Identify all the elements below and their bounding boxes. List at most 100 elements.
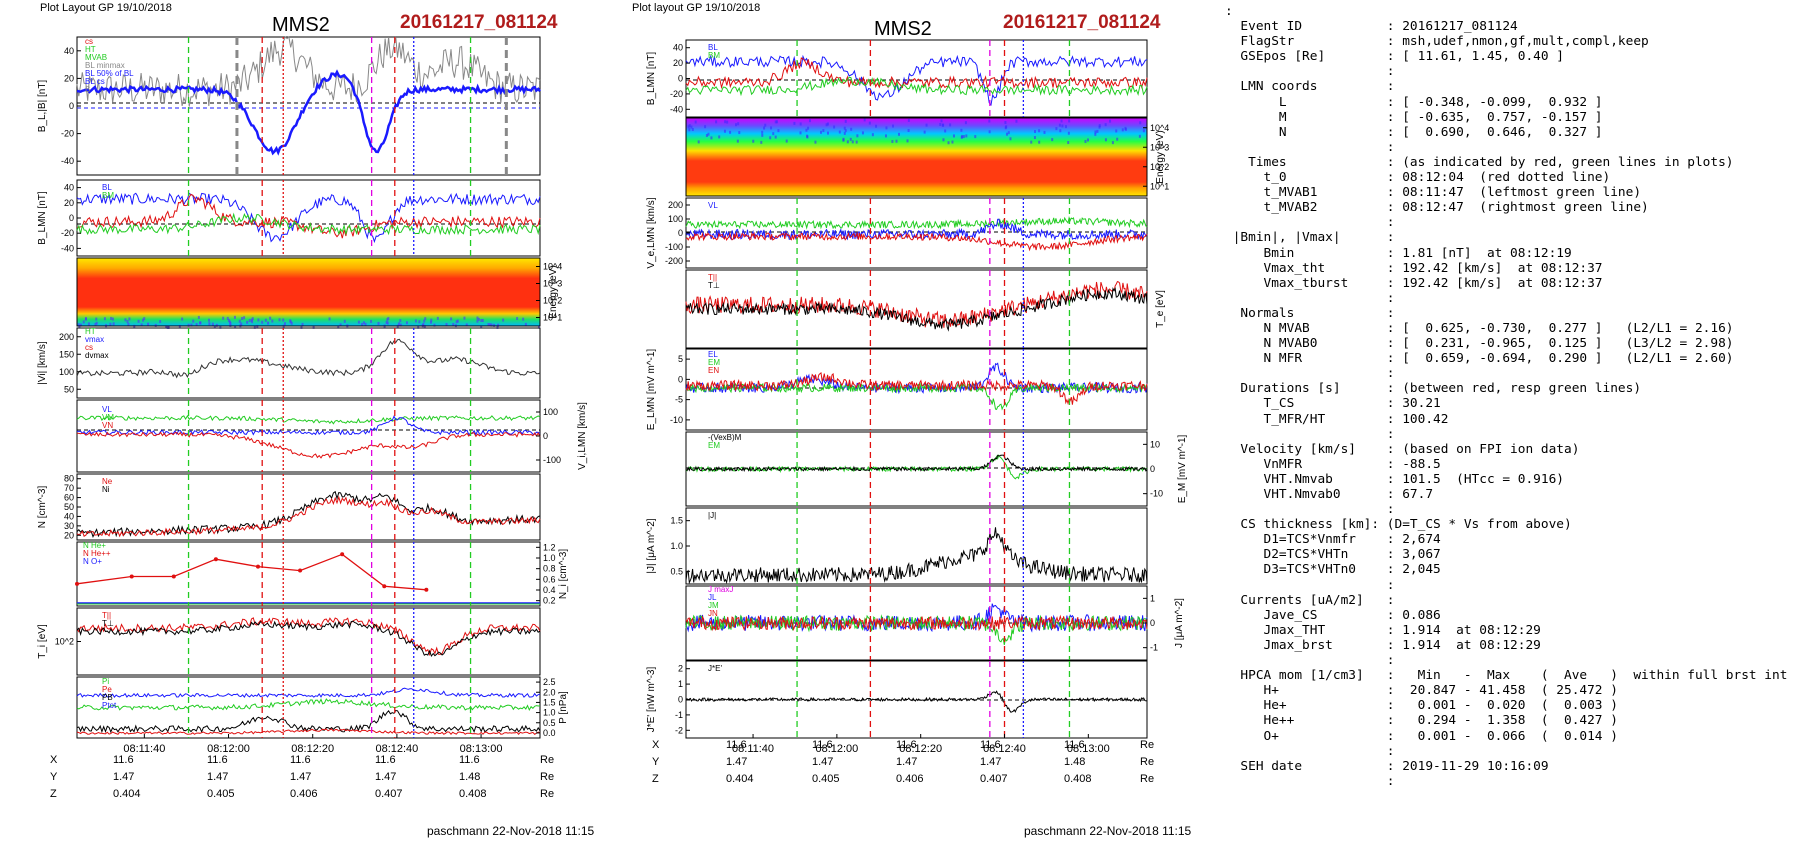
left-time-label: 08:12:40 xyxy=(375,743,418,755)
mid-electron-spec-texture xyxy=(833,125,836,129)
mid-electron-spec-texture xyxy=(724,120,727,124)
left-ion-spec-texture xyxy=(283,322,286,326)
left-ion-spec-texture xyxy=(386,321,389,325)
position-value: 11.6 xyxy=(113,754,134,766)
left-ion-spec-texture xyxy=(222,316,225,320)
info-line: D1=TCS*Vnmfr : 2,674 xyxy=(1225,532,1441,548)
mid-electron-spec-heatmap xyxy=(686,118,1147,196)
mid-electron-spec-ylabel: Energy (eV) xyxy=(1155,130,1166,183)
left-ion-spec-texture xyxy=(85,317,88,321)
mid-velmn-ytick-label: -100 xyxy=(665,242,683,252)
position-value: 0.404 xyxy=(113,788,141,800)
left-ion-spec-texture xyxy=(282,318,285,322)
position-value: 1.47 xyxy=(375,771,397,783)
left-n-ytick-label: 20 xyxy=(64,530,74,540)
middle-spacecraft-label: MMS2 xyxy=(874,18,932,40)
mid-electron-spec-texture xyxy=(892,124,895,128)
mid-je-legend-entry: J*E' xyxy=(708,664,722,673)
mid-electron-spec-texture xyxy=(1038,129,1041,133)
mid-electron-spec-texture xyxy=(805,128,808,132)
mid-electron-spec-texture xyxy=(895,139,898,143)
mid-electron-spec-texture xyxy=(825,123,828,127)
left-vi-mag-legend-entry: cs xyxy=(85,343,93,352)
mid-electron-spec-texture xyxy=(826,131,829,135)
left-ion-spec-texture xyxy=(436,316,439,320)
position-value: 1.47 xyxy=(113,771,135,783)
left-ion-spec-texture xyxy=(497,323,500,327)
mid-j-ytick-label: 1 xyxy=(1150,593,1155,603)
mid-electron-spec-texture xyxy=(1068,119,1071,123)
mid-electron-spec-texture xyxy=(850,127,853,131)
left-ion-spec-texture xyxy=(278,318,281,322)
left-ion-spec-texture xyxy=(234,325,237,329)
left-ion-spec-ytick-label: 10^1 xyxy=(543,313,562,323)
left-ion-spec-ylabel: Energy (eV) xyxy=(548,265,559,318)
left-ion-spec-texture xyxy=(215,323,218,327)
mid-velmn-frame xyxy=(685,197,1148,269)
left-bl-series xyxy=(76,69,541,156)
info-line: GSEpos [Re] : [ 11.61, 1.45, 0.40 ] xyxy=(1225,49,1564,65)
info-line: t_0 : 08:12:04 (red dotted line) xyxy=(1225,170,1611,186)
mid-electron-spec-texture xyxy=(974,135,977,139)
mid-electron-spec-texture xyxy=(1116,137,1119,141)
mid-je-ytick-label: -2 xyxy=(675,725,683,735)
position-value: 0.408 xyxy=(459,788,487,800)
mid-electron-spec-texture xyxy=(925,123,928,127)
mid-je-ytick-label: -1 xyxy=(675,710,683,720)
info-line: O+ : 0.001 - 0.066 ( 0.014 ) xyxy=(1225,728,1618,744)
left-ni-frame xyxy=(76,541,541,607)
mid-electron-spec-texture xyxy=(1086,138,1089,142)
mid-electron-spec-texture xyxy=(1055,127,1058,131)
left-vi-mag-series xyxy=(76,338,541,379)
left-ion-spec-texture xyxy=(377,321,380,325)
left-vilmn-vm xyxy=(76,414,541,425)
position-unit: Re xyxy=(540,754,555,766)
left-ion-spec-frame xyxy=(76,257,541,327)
left-ion-spec-texture xyxy=(87,322,90,326)
left-ion-spec-texture xyxy=(493,323,496,327)
left-ion-spec-texture xyxy=(456,319,459,323)
left-ion-spec-texture xyxy=(251,320,254,324)
position-value: 1.48 xyxy=(459,771,481,783)
mid-electron-spec-texture xyxy=(1098,124,1101,128)
left-ion-spec-texture xyxy=(261,320,264,324)
left-ion-spec-texture xyxy=(289,319,292,323)
left-ni-legend-entry: N O+ xyxy=(83,557,102,566)
mid-time-label: 08:12:40 xyxy=(983,743,1026,755)
left-ion-spec-texture xyxy=(414,319,417,323)
left-ion-spec-texture xyxy=(423,319,426,323)
info-line: HPCA mom [1/cm3] : Min - Max ( Ave ) wit… xyxy=(1225,668,1788,684)
left-ion-spec-texture xyxy=(537,325,540,329)
mid-blmn-bn xyxy=(685,57,1148,90)
left-vi-mag-legend-entry: dvmax xyxy=(85,351,109,360)
left-bl-legend-entry: cs xyxy=(85,37,93,46)
left-ion-spec-texture xyxy=(477,317,480,321)
left-ion-spec-texture xyxy=(103,317,106,321)
left-ion-spec-texture xyxy=(137,319,140,323)
mid-em-ylabel: E_M [mV m^-1] xyxy=(1177,434,1188,503)
left-n-ylabel: N [cm^-3] xyxy=(37,486,48,529)
mid-electron-spec-texture xyxy=(1038,140,1041,144)
mid-electron-spec-texture xyxy=(704,125,707,129)
left-ion-spec-texture xyxy=(128,317,131,321)
position-value: 11.6 xyxy=(459,754,480,766)
mid-electron-spec-texture xyxy=(951,140,954,144)
left-ion-spec-texture xyxy=(227,318,230,322)
left-ni-legend-entry: N He+ xyxy=(83,541,106,550)
left-blmn-ytick-label: 0 xyxy=(69,213,74,223)
mid-electron-spec-texture xyxy=(842,138,845,142)
left-ion-spec-texture xyxy=(154,323,157,327)
mid-electron-spec-texture xyxy=(814,140,817,144)
mid-electron-spec-texture xyxy=(962,135,965,139)
info-line: VHT.Nmvab0 : 67.7 xyxy=(1225,487,1434,502)
mid-electron-spec-texture xyxy=(769,136,772,140)
left-ti-legend-entry: T|| xyxy=(102,611,111,620)
left-ion-spec-texture xyxy=(246,320,249,324)
info-line: : xyxy=(1225,215,1395,231)
left-ion-spec-texture xyxy=(264,318,267,322)
position-unit: Re xyxy=(540,771,555,783)
mid-electron-spec-texture xyxy=(964,121,967,125)
left-p-pe xyxy=(76,728,541,735)
left-ion-spec-texture xyxy=(343,319,346,323)
left-ion-spec-texture xyxy=(195,323,198,327)
